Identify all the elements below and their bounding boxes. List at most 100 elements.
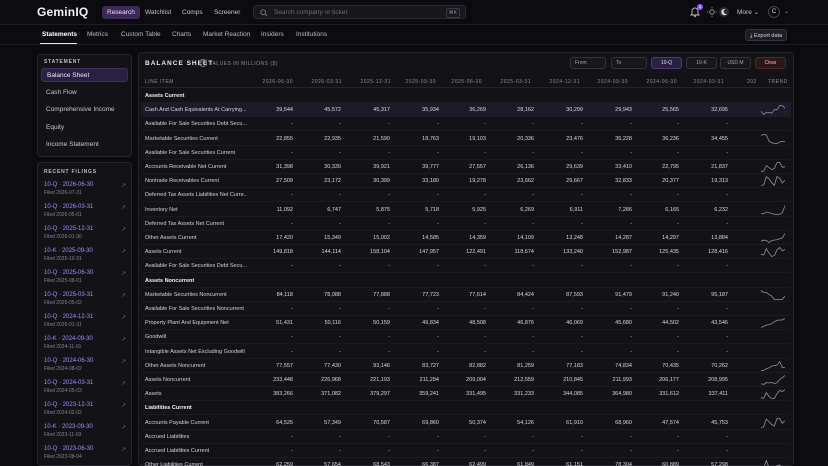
table-row[interactable]: Cash And Cash Equivalents At Carrying...… xyxy=(141,103,791,118)
column-header-period[interactable]: 2026-03-31 xyxy=(311,79,342,85)
nav-watchlist[interactable]: Watchlist xyxy=(145,9,172,16)
table-row[interactable]: Marketable Securities Current 22,855 22,93… xyxy=(141,132,791,146)
brand-logo[interactable]: GeminIQ xyxy=(37,5,89,19)
period-10q-toggle[interactable]: 10-Q xyxy=(651,57,682,69)
table-row[interactable]: Accounts Payable Current 64,525 57,349 70,5… xyxy=(141,416,791,430)
table-row[interactable]: Deferred Tax Assets Net Current - - - - - - - - -… xyxy=(141,217,791,231)
external-link-icon[interactable]: ↗ xyxy=(120,425,126,431)
external-link-icon[interactable]: ↗ xyxy=(120,183,126,189)
avatar[interactable]: C xyxy=(768,6,780,18)
table-row[interactable]: Other Assets Current 17,420 15,349 15,002 14… xyxy=(141,231,791,245)
from-date-input[interactable]: From xyxy=(570,57,606,69)
filing-item[interactable]: 10-Q · 2024-12-31 Filed 2025-01-31 ↗ xyxy=(44,314,128,336)
filing-item[interactable]: 10-Q · 2025-12-31 Filed 2026-01-30 ↗ xyxy=(44,226,128,248)
table-row[interactable]: Inventory Net 11,092 6,747 5,875 5,718 5,925 6… xyxy=(141,203,791,217)
tab-metrics[interactable]: Metrics xyxy=(87,31,108,38)
external-link-icon[interactable]: ↗ xyxy=(120,403,126,409)
filing-item[interactable]: 10-K · 2025-09-30 Filed 2025-10-31 ↗ xyxy=(44,248,128,270)
external-link-icon[interactable]: ↗ xyxy=(120,205,126,211)
external-link-icon[interactable]: ↗ xyxy=(120,249,126,255)
table-row[interactable]: Accrued Liabilities - - - - - - - - - - xyxy=(141,430,791,444)
info-icon[interactable]: i xyxy=(199,59,207,67)
chevron-down-icon[interactable]: ⌄ xyxy=(784,9,790,15)
filing-item[interactable]: 10-Q · 2024-06-30 Filed 2024-08-02 ↗ xyxy=(44,358,128,380)
column-header-period[interactable]: 2025-12-31 xyxy=(360,79,391,85)
table-cell: 70,587 xyxy=(373,419,390,426)
table-row[interactable]: Assets 383,266 371,082 379,297 359,241 331,49… xyxy=(141,387,791,402)
table-section-row[interactable]: Assets Noncurrent xyxy=(141,274,791,288)
filing-item[interactable]: 10-Q · 2023-12-31 Filed 2024-02-02 ↗ xyxy=(44,402,128,424)
filing-item[interactable]: 10-Q · 2024-03-31 Filed 2024-05-03 ↗ xyxy=(44,380,128,402)
tab-custom-table[interactable]: Custom Table xyxy=(121,31,161,38)
tab-charts[interactable]: Charts xyxy=(172,31,192,38)
filing-item[interactable]: 10-K · 2023-09-30 Filed 2023-11-03 ↗ xyxy=(44,424,128,446)
nav-screener[interactable]: Screener xyxy=(214,9,241,16)
sidebar-item-comprehensive-income[interactable]: Comprehensive Income xyxy=(46,106,115,113)
moon-icon[interactable] xyxy=(718,6,730,18)
external-link-icon[interactable]: ↗ xyxy=(120,271,126,277)
clear-button[interactable]: Clear xyxy=(755,57,786,69)
external-link-icon[interactable]: ↗ xyxy=(120,315,126,321)
unit-select[interactable]: USD M xyxy=(720,57,751,69)
table-row[interactable]: Available For Sale Securities Noncurrent… xyxy=(141,302,791,316)
sidebar-item-balance-sheet[interactable]: Balance Sheet xyxy=(41,68,128,82)
sun-icon[interactable] xyxy=(706,6,718,18)
search-input[interactable]: Search company or ticker ⌘K xyxy=(253,5,466,19)
column-header-trend[interactable]: TREND xyxy=(768,79,788,85)
table-row[interactable]: Available For Sale Securities Debt Secu.… xyxy=(141,117,791,132)
external-link-icon[interactable]: ↗ xyxy=(120,227,126,233)
more-menu[interactable]: More ⌄ xyxy=(737,8,759,16)
nav-research[interactable]: Research xyxy=(102,6,140,19)
external-link-icon[interactable]: ↗ xyxy=(120,381,126,387)
tab-market-reaction[interactable]: Market Reaction xyxy=(203,31,251,38)
column-header-period[interactable]: 2024-06-30 xyxy=(646,79,677,85)
table-row[interactable]: Goodwill - - - - - - - - - - xyxy=(141,330,791,345)
sidebar-item-income-statement[interactable]: Income Statement xyxy=(46,141,99,148)
table-row[interactable]: Nontrade Receivables Current 27,509 23,172… xyxy=(141,174,791,189)
table-row[interactable]: Other Liabilities Current 62,259 57,654 68,… xyxy=(141,458,791,466)
export-data-button[interactable]: ⤓ Export data xyxy=(745,29,788,41)
to-date-input[interactable]: To xyxy=(611,57,647,69)
column-header-period[interactable]: 2024-12-31 xyxy=(549,79,580,85)
column-header-period[interactable]: 2024-09-30 xyxy=(597,79,628,85)
period-10k-toggle[interactable]: 10-K xyxy=(686,57,717,69)
table-row[interactable]: Accrued Liabilities Current - - - - - - - - - - xyxy=(141,444,791,458)
column-header-period[interactable]: 202 xyxy=(747,79,757,85)
table-row[interactable]: Available For Sale Securities Current - - -… xyxy=(141,146,791,160)
sidebar-item-equity[interactable]: Equity xyxy=(46,124,65,131)
external-link-icon[interactable]: ↗ xyxy=(120,293,126,299)
external-link-icon[interactable]: ↗ xyxy=(120,359,126,365)
table-row[interactable]: Accounts Receivable Net Current 31,398 30,… xyxy=(141,160,791,174)
sidebar-item-cash-flow[interactable]: Cash Flow xyxy=(46,89,77,96)
filing-item[interactable]: 10-Q · 2025-06-30 Filed 2025-08-01 ↗ xyxy=(44,270,128,292)
tab-statements[interactable]: Statements xyxy=(42,31,78,38)
table-row[interactable]: Assets Current 149,818 144,114 158,104 147,9… xyxy=(141,245,791,260)
filing-item[interactable]: 10-K · 2024-09-30 Filed 2024-11-01 ↗ xyxy=(44,336,128,358)
table-row[interactable]: Assets Noncurrent 233,448 226,968 221,193 21… xyxy=(141,373,791,387)
column-header-period[interactable]: 2025-09-30 xyxy=(405,79,436,85)
filing-item[interactable]: 10-Q · 2025-03-31 Filed 2025-05-02 ↗ xyxy=(44,292,128,314)
bell-icon[interactable] xyxy=(689,6,701,18)
table-row[interactable]: Marketable Securities Noncurrent 84,118 78… xyxy=(141,288,791,302)
column-header-line-item[interactable]: LINE ITEM xyxy=(145,79,174,85)
table-row[interactable]: Property Plant And Equipment Net 51,431 50… xyxy=(141,316,791,331)
table-row[interactable]: Other Assets Noncurrent 77,557 77,430 93,14… xyxy=(141,359,791,373)
column-header-period[interactable]: 2025-06-30 xyxy=(451,79,482,85)
nav-comps[interactable]: Comps xyxy=(182,9,203,16)
table-row[interactable]: Available For Sale Securities Debt Secu.… xyxy=(141,259,791,274)
column-header-period[interactable]: 2026-06-30 xyxy=(262,79,293,85)
tab-insiders[interactable]: Insiders xyxy=(261,31,284,38)
filing-item[interactable]: 10-Q · 2026-06-30 Filed 2026-07-31 ↗ xyxy=(44,182,128,204)
column-header-period[interactable]: 2025-03-31 xyxy=(500,79,531,85)
table-section-row[interactable]: Liabilities Current xyxy=(141,401,791,416)
filing-date: Filed 2024-05-03 xyxy=(44,388,82,394)
external-link-icon[interactable]: ↗ xyxy=(120,337,126,343)
filing-item[interactable]: 10-Q · 2026-03-31 Filed 2026-05-01 ↗ xyxy=(44,204,128,226)
table-row[interactable]: Deferred Tax Assets Liabilities Net Curr… xyxy=(141,188,791,203)
filing-item[interactable]: 10-Q · 2023-06-30 Filed 2023-08-04 ↗ xyxy=(44,446,128,466)
column-header-period[interactable]: 2024-03-31 xyxy=(693,79,724,85)
tab-institutions[interactable]: Institutions xyxy=(296,31,328,38)
table-section-row[interactable]: Assets Current xyxy=(141,89,791,103)
external-link-icon[interactable]: ↗ xyxy=(120,447,126,453)
table-row[interactable]: Intangible Assets Net Excluding Goodwill… xyxy=(141,345,791,359)
